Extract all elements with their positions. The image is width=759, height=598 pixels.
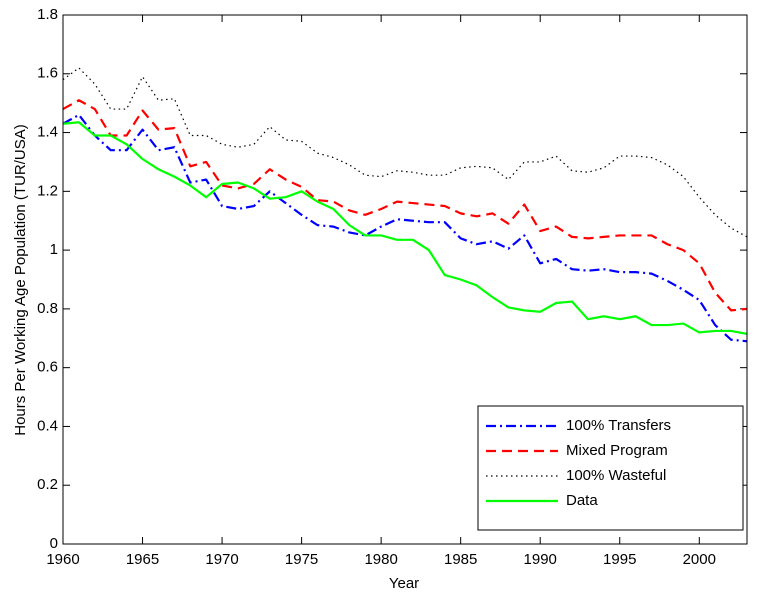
x-tick-label: 1970 xyxy=(205,551,238,568)
series-line xyxy=(62,67,748,238)
y-tick-label: 1.6 xyxy=(37,65,58,82)
y-tick-label: 1.2 xyxy=(37,182,58,199)
series-line xyxy=(62,99,748,312)
x-tick-label: 1960 xyxy=(46,551,79,568)
y-tick-label: 0.2 xyxy=(37,476,58,493)
y-tick-label: 1.4 xyxy=(37,124,58,141)
y-tick-label: 0.6 xyxy=(37,359,58,376)
x-tick-label: 1975 xyxy=(285,551,318,568)
x-tick-label: 1990 xyxy=(524,551,557,568)
y-tick-label: 0.8 xyxy=(37,300,58,317)
legend-label: Data xyxy=(566,492,598,509)
x-axis-label: Year xyxy=(389,575,419,592)
x-tick-label: 2000 xyxy=(683,551,716,568)
y-tick-label: 1 xyxy=(50,241,58,258)
series-line xyxy=(62,113,748,343)
legend-box xyxy=(477,405,744,531)
legend: 100% Transfers Mixed Program 100% Wasteful… xyxy=(477,405,744,531)
y-tick-label: 0.4 xyxy=(37,417,58,434)
plot-frame xyxy=(62,14,748,545)
x-tick-label: 1980 xyxy=(364,551,397,568)
x-tick-label: 1965 xyxy=(126,551,159,568)
x-tick-label: 1985 xyxy=(444,551,477,568)
y-tick-label: 1.8 xyxy=(37,6,58,23)
legend-label: 100% Wasteful xyxy=(566,467,666,484)
y-tick-label: 0 xyxy=(50,535,58,552)
legend-label: Mixed Program xyxy=(566,442,668,459)
legend-label: 100% Transfers xyxy=(566,417,671,434)
y-axis-label: Hours Per Working Age Population (TUR/US… xyxy=(12,124,29,436)
x-tick-label: 1995 xyxy=(603,551,636,568)
series-line xyxy=(62,121,748,335)
